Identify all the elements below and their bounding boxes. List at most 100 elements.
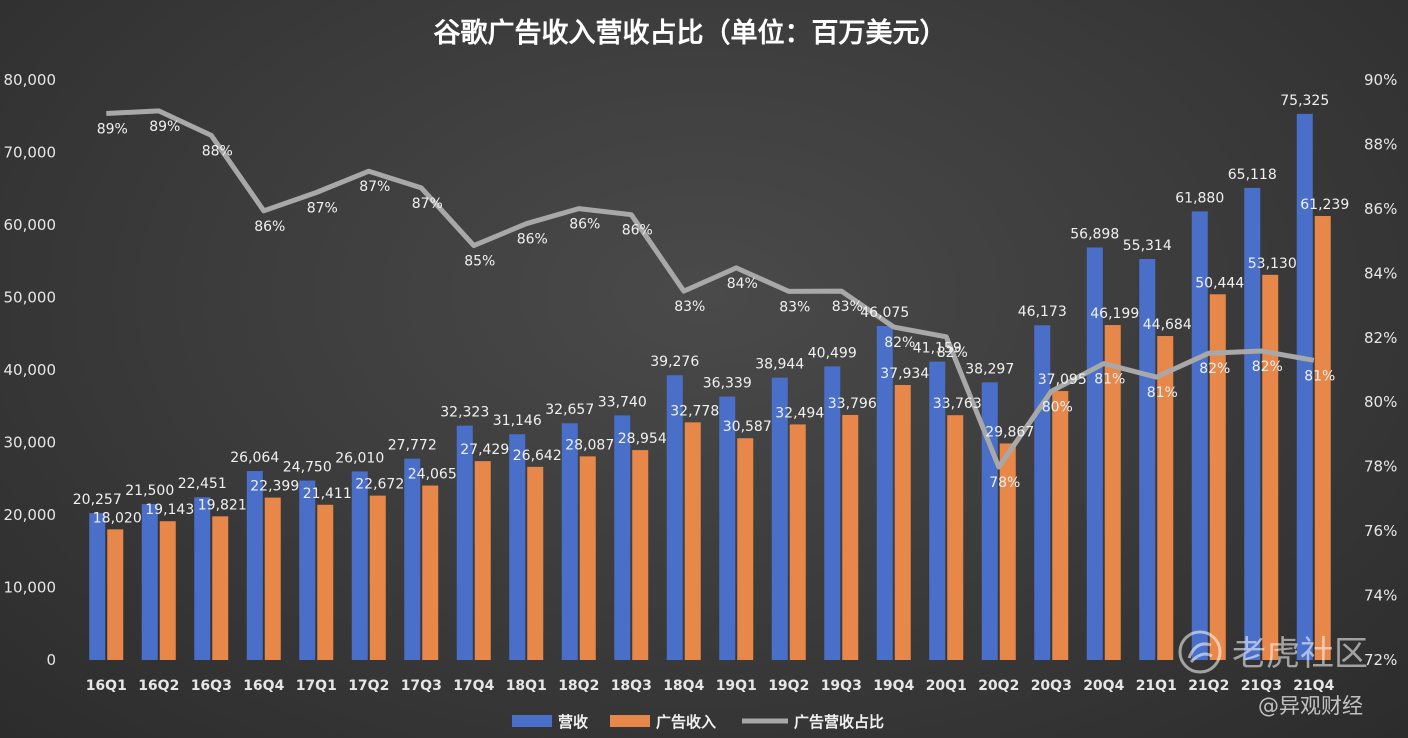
right-tick-label: 76%: [1364, 522, 1397, 540]
revenue-value-label: 33,740: [598, 394, 647, 410]
ad-revenue-value-label: 32,494: [775, 405, 824, 421]
category-label: 16Q1: [86, 678, 127, 694]
category-label: 20Q2: [978, 678, 1019, 694]
left-tick-label: 30,000: [4, 434, 57, 452]
revenue-bar: [194, 497, 211, 660]
ad-revenue-value-label: 50,444: [1195, 275, 1244, 291]
left-tick-label: 10,000: [4, 579, 57, 597]
revenue-bar: [1296, 113, 1313, 661]
category-label: 18Q2: [558, 678, 599, 694]
ad-revenue-bar: [317, 504, 334, 660]
ad-share-label: 86%: [517, 232, 548, 248]
ad-revenue-value-label: 53,130: [1248, 256, 1297, 272]
category-label: 19Q4: [873, 678, 914, 694]
revenue-value-label: 65,118: [1228, 167, 1277, 183]
legend-label-ad-revenue: 广告收入: [656, 713, 716, 731]
ad-revenue-bar: [1262, 274, 1279, 660]
ad-revenue-bar: [1052, 391, 1069, 660]
ad-revenue-value-label: 32,778: [670, 403, 719, 419]
ad-revenue-bar: [684, 422, 701, 660]
right-tick-label: 74%: [1364, 587, 1397, 605]
right-tick-label: 84%: [1364, 264, 1397, 282]
ad-revenue-value-label: 26,642: [513, 448, 562, 464]
revenue-value-label: 46,075: [860, 305, 909, 321]
ad-revenue-bar: [107, 529, 124, 660]
ad-share-label: 86%: [622, 223, 653, 239]
revenue-bar: [351, 471, 368, 660]
revenue-bar: [246, 471, 263, 660]
right-tick-label: 88%: [1364, 135, 1397, 153]
revenue-bar: [89, 513, 106, 660]
revenue-value-label: 26,064: [230, 450, 279, 466]
category-label: 18Q3: [611, 678, 652, 694]
legend-swatch-revenue: [512, 715, 552, 727]
revenue-bar: [509, 434, 526, 660]
revenue-bar: [561, 423, 578, 660]
ad-share-label: 87%: [412, 196, 443, 212]
revenue-bar: [719, 396, 736, 660]
ad-share-label: 82%: [1252, 359, 1283, 375]
ad-revenue-value-label: 28,087: [565, 437, 614, 453]
ad-share-label: 86%: [254, 219, 285, 235]
category-label: 20Q1: [926, 678, 967, 694]
left-tick-label: 50,000: [4, 289, 57, 307]
ad-revenue-value-label: 30,587: [723, 419, 772, 435]
category-label: 16Q3: [191, 678, 232, 694]
ad-revenue-bar: [159, 521, 176, 660]
category-label: 21Q4: [1293, 678, 1334, 694]
category-label: 17Q2: [348, 678, 389, 694]
ad-share-label: 85%: [464, 254, 495, 270]
data-labels: 20,257 18,020 21,500 19,143 22,451 19,821 26,0…: [73, 93, 1350, 526]
ad-share-label: 81%: [1147, 385, 1178, 401]
ad-share-label: 83%: [832, 299, 863, 315]
ad-share-label: 89%: [149, 119, 180, 135]
ad-revenue-bar: [264, 497, 281, 660]
ad-share-label: 82%: [1199, 361, 1230, 377]
ad-share-label: 87%: [359, 179, 390, 195]
legend-swatch-ad-revenue: [610, 715, 650, 727]
ad-revenue-value-label: 19,821: [198, 497, 247, 513]
ad-revenue-bar: [369, 495, 386, 660]
category-label: 19Q1: [716, 678, 757, 694]
ad-share-label: 82%: [937, 345, 968, 361]
revenue-bar: [404, 458, 421, 660]
ad-share-label: 84%: [727, 276, 758, 292]
revenue-value-label: 20,257: [73, 492, 122, 508]
right-tick-label: 82%: [1364, 329, 1397, 347]
revenue-value-label: 36,339: [703, 376, 752, 392]
revenue-bar: [1139, 258, 1156, 660]
tiger-logo-icon: [1178, 630, 1222, 674]
revenue-value-label: 26,010: [335, 450, 384, 466]
revenue-value-label: 31,146: [493, 413, 542, 429]
revenue-value-label: 46,173: [1018, 304, 1067, 320]
category-label: 21Q3: [1241, 678, 1282, 694]
ad-share-label: 83%: [779, 299, 810, 315]
legend-label-revenue: 营收: [558, 713, 588, 731]
revenue-bar: [771, 377, 788, 660]
ad-revenue-value-label: 28,954: [618, 431, 667, 447]
ad-revenue-bar: [789, 424, 806, 660]
left-tick-label: 70,000: [4, 144, 57, 162]
ad-share-label: 80%: [1042, 399, 1073, 415]
ad-revenue-value-label: 21,411: [303, 486, 352, 502]
ad-share-label: 78%: [989, 475, 1020, 491]
left-axis: 0 10,000 20,000 30,000 40,000 50,000 60,000 70,…: [4, 71, 57, 669]
category-label: 19Q3: [821, 678, 862, 694]
watermark-handle: @异观财经: [1258, 694, 1363, 718]
category-label: 19Q2: [768, 678, 809, 694]
revenue-value-label: 41,159: [913, 341, 962, 357]
revenue-bar: [614, 415, 631, 660]
legend: 营收 广告收入 广告营收占比: [512, 713, 884, 731]
ad-revenue-value-label: 33,763: [933, 396, 982, 412]
ad-revenue-bar: [212, 516, 229, 660]
category-label: 17Q1: [296, 678, 337, 694]
ad-share-label: 87%: [307, 200, 338, 216]
ad-revenue-value-label: 29,867: [985, 424, 1034, 440]
ad-revenue-bar: [1314, 216, 1331, 660]
revenue-value-label: 56,898: [1070, 226, 1119, 242]
chart-title: 谷歌广告收入营收占比（单位：百万美元）: [434, 17, 947, 49]
revenue-bar: [456, 425, 473, 660]
revenue-value-label: 22,451: [178, 476, 227, 492]
revenue-value-label: 39,276: [650, 354, 699, 370]
